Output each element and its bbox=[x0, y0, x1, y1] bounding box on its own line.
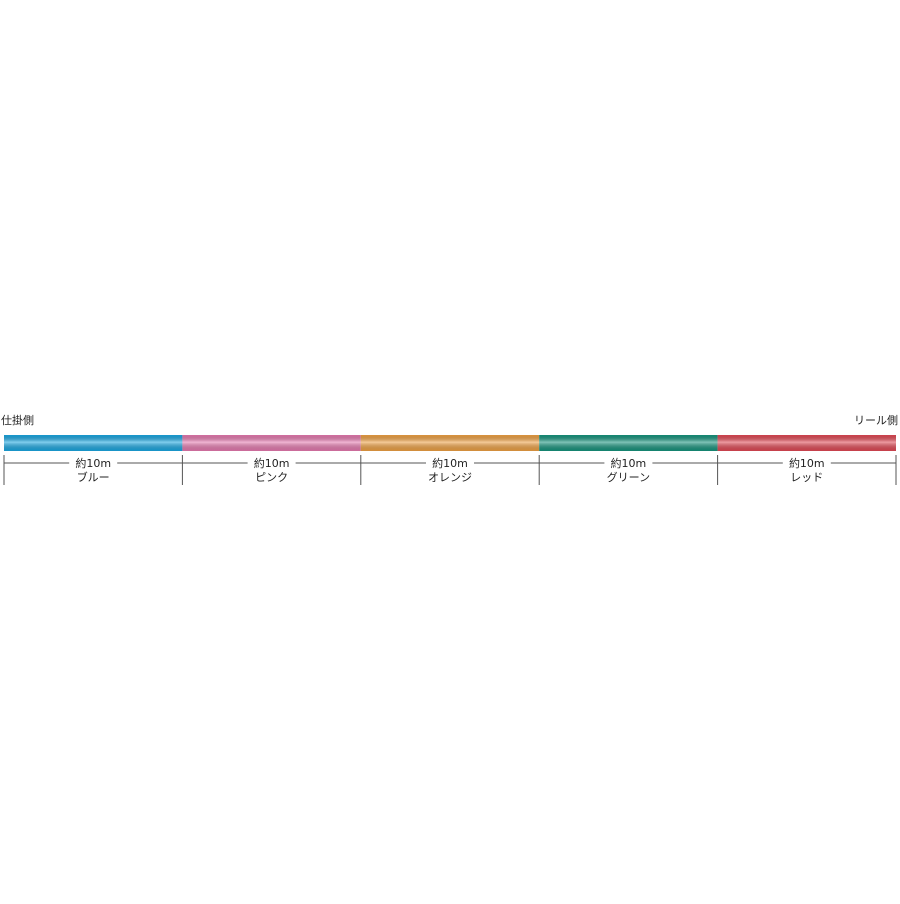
right-end-label: リール側 bbox=[854, 414, 898, 427]
segment-sheen bbox=[360, 435, 540, 451]
segment-color-name: ブルー bbox=[77, 470, 110, 484]
segment-length: 約10m bbox=[254, 456, 290, 470]
segment-length: 約10m bbox=[75, 456, 111, 470]
segment-sheen bbox=[4, 435, 183, 451]
segment-sheen bbox=[539, 435, 718, 451]
segment-sheen bbox=[182, 435, 361, 451]
left-end-label: 仕掛側 bbox=[1, 413, 34, 427]
label-mask bbox=[247, 456, 296, 470]
label-mask bbox=[782, 456, 831, 470]
label-mask bbox=[426, 456, 474, 470]
segment-length: 約10m bbox=[611, 456, 647, 470]
segment-sheen bbox=[717, 435, 896, 451]
segment-color-name: グリーン bbox=[607, 470, 650, 484]
label-mask bbox=[604, 456, 653, 470]
segment-length: 約10m bbox=[432, 456, 468, 470]
segment-color-name: オレンジ bbox=[428, 471, 472, 484]
segment-color-name: ピンク bbox=[255, 471, 288, 484]
segment-length: 約10m bbox=[789, 456, 825, 470]
segment-color-name: レッド bbox=[790, 471, 823, 484]
label-mask bbox=[69, 456, 118, 470]
